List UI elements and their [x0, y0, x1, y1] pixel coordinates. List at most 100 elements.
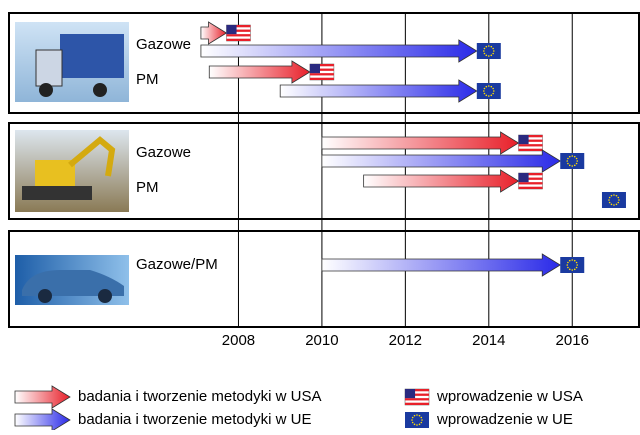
flag-star	[576, 158, 578, 160]
flag-star	[492, 93, 494, 95]
flag-star	[421, 417, 423, 419]
flag-star	[419, 415, 421, 417]
flag-star	[491, 95, 493, 97]
chart: 20082010201220142016GazowePMGazowePMGazo…	[0, 0, 640, 430]
flag-star	[421, 419, 423, 421]
flag-star	[493, 90, 495, 92]
flag-star	[483, 50, 485, 52]
flag-stripe	[310, 78, 334, 80]
flag-star	[566, 160, 568, 162]
flag-star	[414, 424, 416, 426]
flag-eu	[477, 83, 501, 99]
flag-stripe	[405, 398, 429, 400]
flag-star	[617, 202, 619, 204]
flag-usa	[405, 389, 429, 405]
flag-star	[414, 415, 416, 417]
flag-star	[616, 195, 618, 197]
flag-star	[488, 45, 490, 47]
flag-star	[571, 259, 573, 261]
flag-star	[567, 267, 569, 269]
flag-star	[419, 424, 421, 426]
x-tick-label: 2014	[472, 332, 505, 349]
flag-star	[567, 262, 569, 264]
flag-stripe	[226, 39, 250, 41]
flag-star	[571, 269, 573, 271]
flag-star	[486, 46, 488, 48]
arrow-eu	[322, 150, 560, 172]
x-tick-label: 2010	[305, 332, 338, 349]
flag-star	[611, 195, 613, 197]
flag-star	[484, 48, 486, 50]
flag-usa	[310, 64, 334, 80]
flag-star	[576, 163, 578, 165]
flag-star	[576, 267, 578, 269]
flag-star	[569, 269, 571, 271]
flag-canton	[519, 173, 529, 182]
flag-stripe	[519, 144, 543, 146]
flag-star	[484, 53, 486, 55]
flag-star	[491, 46, 493, 48]
flag-star	[412, 417, 414, 419]
flag-canton	[405, 389, 415, 398]
arrow-eu	[15, 409, 70, 430]
row-label: Gazowe	[136, 36, 191, 53]
flag-star	[492, 88, 494, 90]
photo-truck	[15, 22, 129, 102]
x-tick-label: 2016	[556, 332, 589, 349]
flag-stripe	[519, 187, 543, 189]
flag-star	[491, 86, 493, 88]
row-label: Gazowe	[136, 144, 191, 161]
arrow-usa	[201, 22, 227, 44]
flag-star	[492, 48, 494, 50]
flag-eu	[602, 192, 626, 208]
x-tick-label: 2008	[222, 332, 255, 349]
flag-star	[569, 156, 571, 158]
flag-star	[569, 260, 571, 262]
flag-star	[567, 163, 569, 165]
flag-star	[486, 55, 488, 57]
photo-car	[15, 255, 129, 305]
flag-star	[574, 165, 576, 167]
flag-star	[576, 264, 578, 266]
flag-eu	[405, 412, 429, 428]
flag-star	[616, 204, 618, 206]
flag-eu	[560, 257, 584, 273]
flag-eu	[477, 43, 501, 59]
flag-star	[492, 53, 494, 55]
flag-star	[576, 262, 578, 264]
arrow-usa	[364, 170, 519, 192]
flag-star	[609, 202, 611, 204]
arrow-eu	[280, 80, 477, 102]
flag-star	[569, 165, 571, 167]
flag-star	[484, 93, 486, 95]
legend-label: wprowadzenie w USA	[436, 388, 583, 405]
flag-star	[609, 197, 611, 199]
x-tick-label: 2012	[389, 332, 422, 349]
row-label: PM	[136, 71, 159, 88]
flag-canton	[310, 64, 320, 73]
flag-star	[574, 269, 576, 271]
flag-star	[411, 419, 413, 421]
flag-star	[421, 422, 423, 424]
flag-stripe	[226, 34, 250, 36]
flag-star	[416, 414, 418, 416]
flag-stripe	[405, 403, 429, 405]
flag-star	[566, 264, 568, 266]
legend-label: badania i tworzenie metodyki w UE	[78, 411, 311, 428]
flag-star	[576, 160, 578, 162]
flag-star	[574, 156, 576, 158]
flag-star	[488, 95, 490, 97]
legend-label: wprowadzenie w UE	[436, 411, 573, 428]
flag-usa	[226, 25, 250, 41]
legend-label: badania i tworzenie metodyki w USA	[78, 388, 321, 405]
flag-canton	[519, 135, 529, 144]
flag-star	[618, 199, 620, 201]
arrow-usa	[209, 61, 310, 83]
flag-canton	[226, 25, 236, 34]
arrow-eu	[201, 40, 477, 62]
flag-star	[571, 155, 573, 157]
arrow-eu	[322, 254, 560, 276]
flag-star	[412, 422, 414, 424]
flag-star	[608, 199, 610, 201]
flag-usa	[519, 135, 543, 151]
